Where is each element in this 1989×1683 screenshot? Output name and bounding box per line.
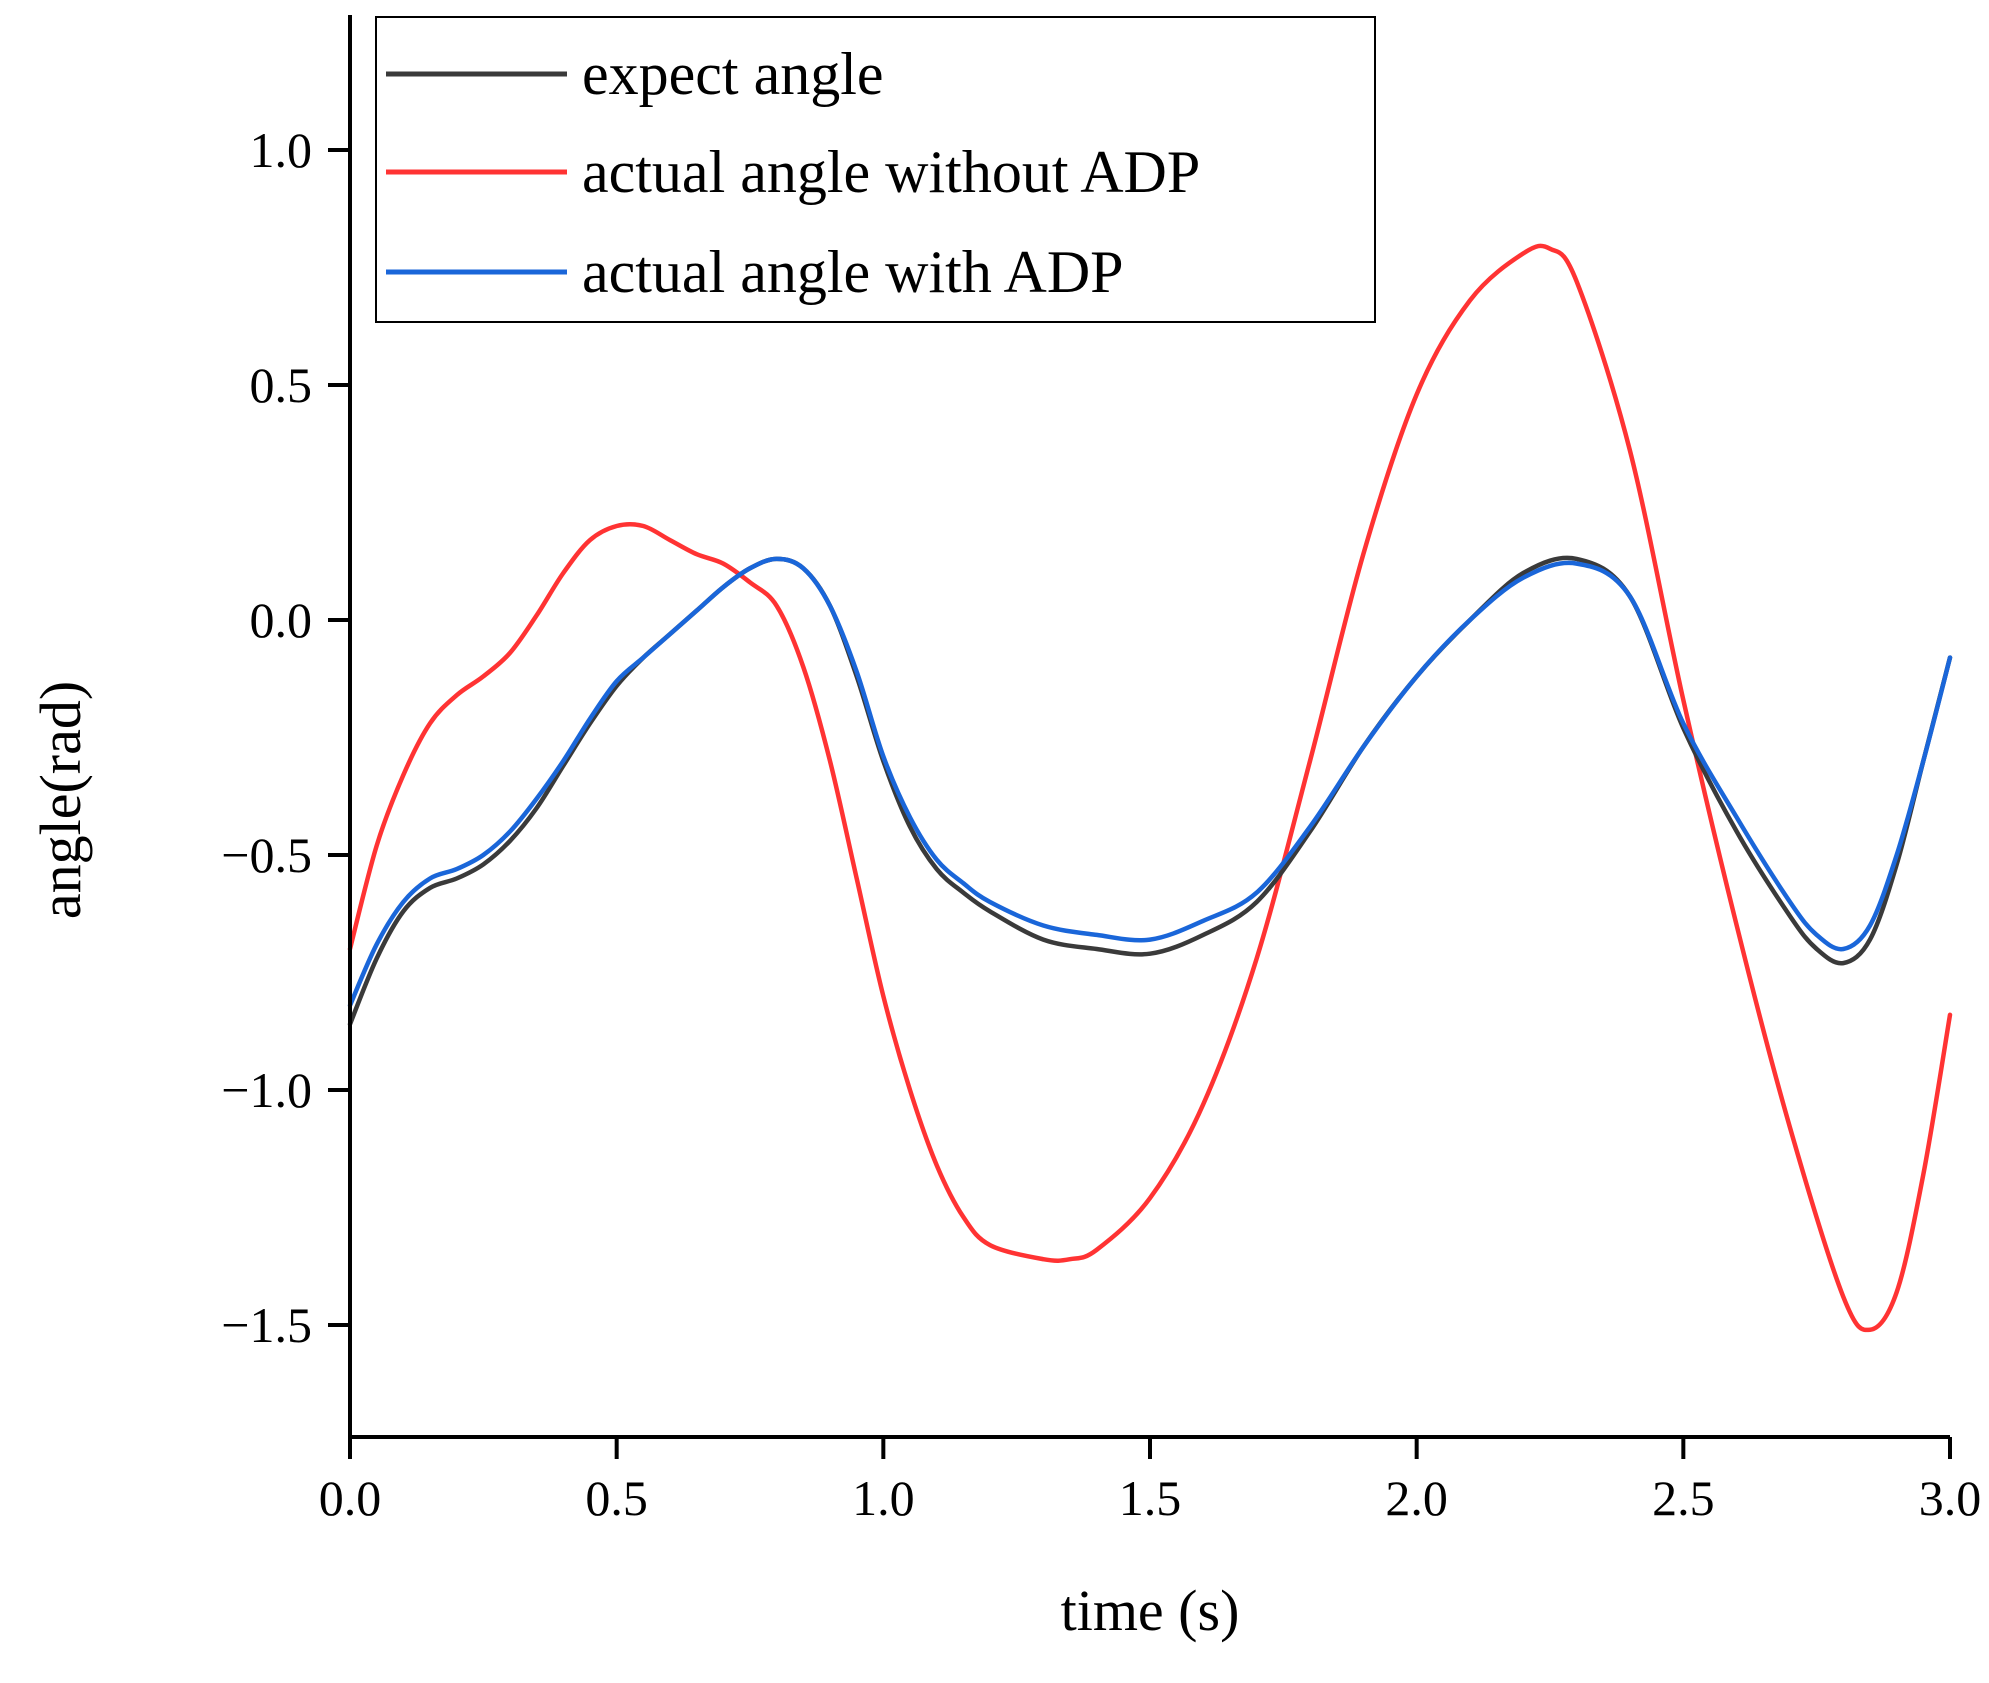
- x-tick-label: 2.0: [1385, 1470, 1448, 1526]
- x-tick-label: 2.5: [1652, 1470, 1715, 1526]
- y-tick-label: −1.0: [221, 1062, 312, 1118]
- y-tick-label: 0.0: [250, 592, 313, 648]
- legend: expect angle actual angle without ADP actu…: [375, 16, 1376, 323]
- series-line-actual-angle-with-adp: [347, 556, 1953, 1008]
- legend-label-expect-angle: expect angle: [582, 41, 884, 107]
- series-line-expect-angle: [347, 555, 1953, 1027]
- y-tick-label: −1.5: [221, 1297, 312, 1353]
- x-axis-ticks: 0.0 0.5 1.0 1.5 2.0 2.5 3.0: [319, 1437, 1982, 1526]
- x-axis-title: time (s): [1061, 1578, 1240, 1643]
- x-tick-label: 0.0: [319, 1470, 382, 1526]
- series-line-actual-angle-without-adp: [347, 243, 1953, 1333]
- y-tick-label: 0.5: [250, 357, 313, 413]
- y-tick-label: 1.0: [250, 122, 313, 178]
- y-axis-title: angle(rad): [28, 681, 93, 919]
- x-tick-label: 0.5: [585, 1470, 648, 1526]
- legend-label-actual-angle-without-adp: actual angle without ADP: [582, 139, 1200, 205]
- legend-label-actual-angle-with-adp: actual angle with ADP: [582, 239, 1124, 305]
- legend-items: expect angle actual angle without ADP actu…: [386, 41, 1200, 305]
- x-tick-label: 1.0: [852, 1470, 915, 1526]
- x-tick-label: 3.0: [1919, 1470, 1982, 1526]
- series-layer: [347, 243, 1953, 1333]
- y-tick-label: −0.5: [221, 827, 312, 883]
- y-axis-ticks: 1.0 0.5 0.0 −0.5 −1.0 −1.5: [221, 122, 350, 1353]
- x-tick-label: 1.5: [1119, 1470, 1182, 1526]
